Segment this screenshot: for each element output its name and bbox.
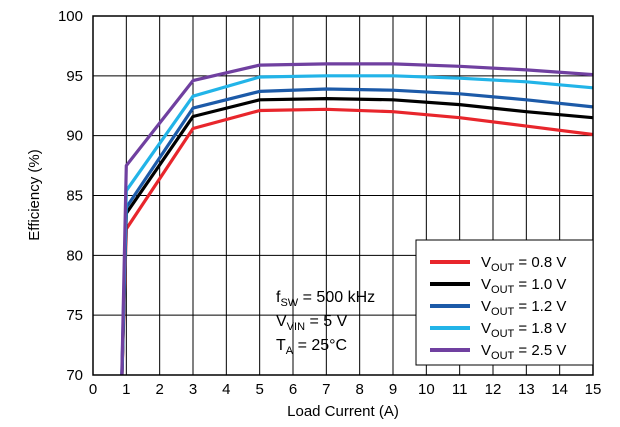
- x-tick-label: 5: [255, 381, 263, 398]
- x-tick-label: 7: [322, 381, 330, 398]
- y-tick-label: 70: [66, 367, 83, 384]
- x-tick-label: 4: [222, 381, 230, 398]
- x-tick-label: 14: [551, 381, 568, 398]
- y-tick-label: 100: [58, 8, 83, 25]
- x-tick-label: 15: [585, 381, 602, 398]
- x-tick-label: 9: [389, 381, 397, 398]
- y-tick-label: 90: [66, 128, 83, 145]
- x-tick-label: 2: [155, 381, 163, 398]
- fsw-annotation: fSW = 500 kHz: [276, 289, 375, 309]
- legend-box: [415, 239, 594, 366]
- x-tick-label: 10: [418, 381, 435, 398]
- x-tick-label: 11: [452, 381, 468, 398]
- series-line-5: [120, 62, 593, 375]
- legend-label: VOUT = 1.0 V: [481, 276, 566, 296]
- series-line-4: [120, 74, 593, 375]
- ta-annotation: TA = 25°C: [276, 337, 347, 357]
- y-tick-label: 80: [66, 247, 83, 264]
- x-tick-label: 0: [89, 381, 97, 398]
- legend-label: VOUT = 0.8 V: [481, 254, 566, 274]
- x-tick-labels: 0 1 2 3 4 5 6 7 8 9 10 11 12 13 14 15: [89, 381, 602, 398]
- plot-frame: [92, 15, 594, 376]
- legend-label: VOUT = 1.2 V: [481, 298, 566, 318]
- x-axis-label: Load Current (A): [287, 403, 399, 420]
- series-line-1: [120, 107, 593, 375]
- x-tick-label: 6: [289, 381, 297, 398]
- x-tick-label: 3: [189, 381, 197, 398]
- x-tick-label: 12: [485, 381, 502, 398]
- series-line-2: [120, 96, 593, 375]
- conditions-annotation: fSW = 500 kHz VVIN = 5 V TA = 25°C: [276, 289, 375, 357]
- y-tick-label: 75: [66, 307, 83, 324]
- legend-label: VOUT = 2.5 V: [481, 342, 566, 362]
- y-tick-label: 95: [66, 68, 83, 85]
- y-tick-labels: 70 75 80 85 90 95 100: [58, 8, 83, 384]
- x-tick-label: 8: [355, 381, 363, 398]
- legend-label: VOUT = 1.8 V: [481, 320, 566, 340]
- y-tick-label: 85: [66, 188, 83, 205]
- y-axis-label: Efficiency (%): [26, 149, 43, 240]
- x-tick-label: 13: [518, 381, 535, 398]
- vvin-annotation: VVIN = 5 V: [276, 313, 348, 333]
- series-lines: [120, 62, 593, 375]
- x-tick-label: 1: [122, 381, 130, 398]
- series-line-3: [120, 87, 593, 375]
